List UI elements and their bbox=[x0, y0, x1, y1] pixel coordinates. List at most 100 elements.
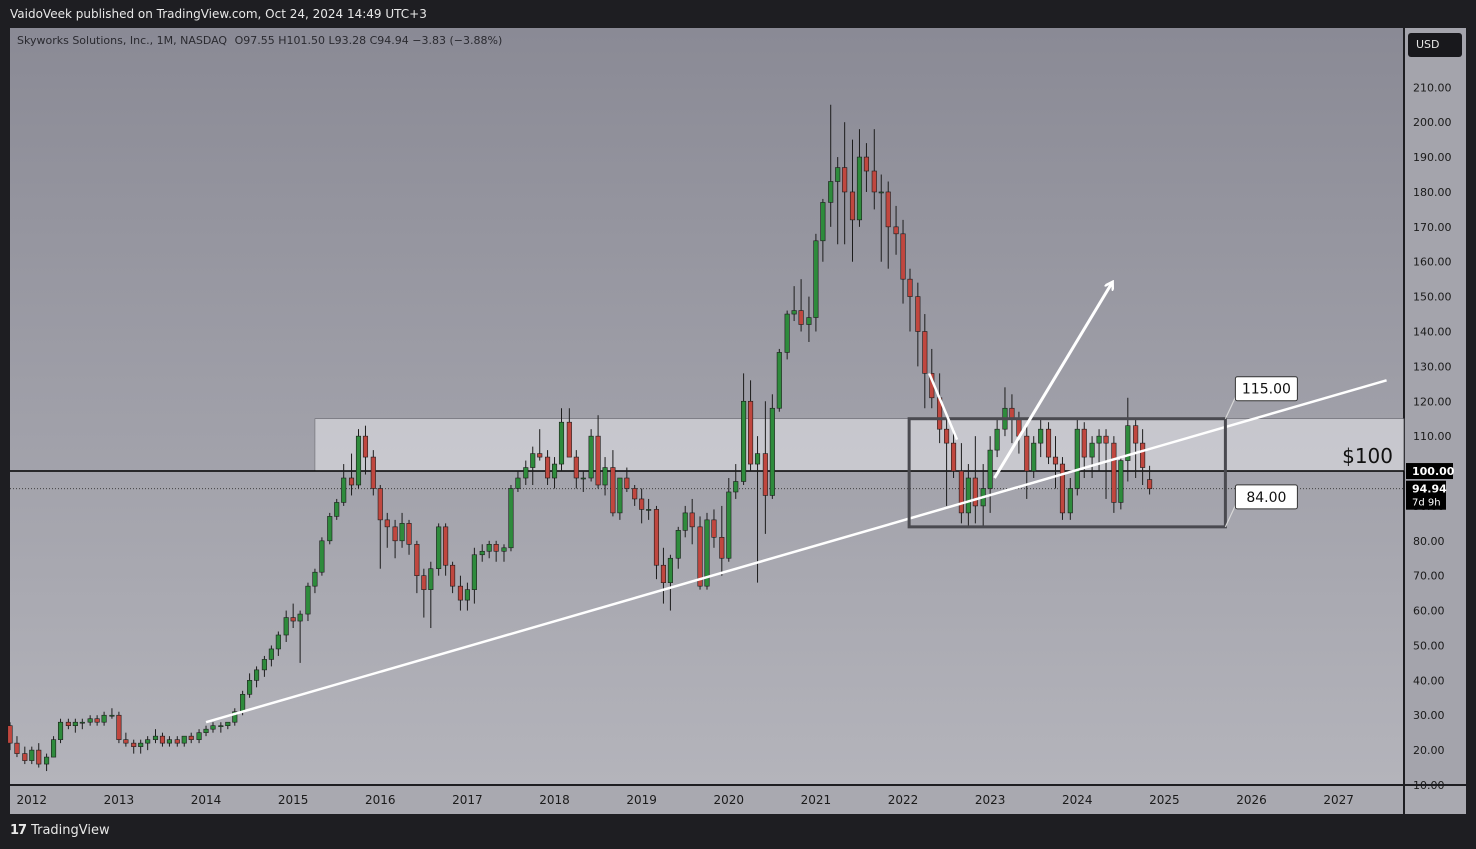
candle-up bbox=[341, 464, 347, 506]
candle-body bbox=[377, 488, 383, 521]
candle-body bbox=[537, 453, 543, 458]
candle-body bbox=[545, 456, 551, 479]
candle-body bbox=[610, 467, 616, 514]
candle-body bbox=[1089, 442, 1095, 458]
candle-body bbox=[72, 721, 78, 726]
down-stroke bbox=[928, 372, 959, 441]
candle-body bbox=[508, 488, 514, 549]
candle-body bbox=[145, 739, 151, 744]
candle-down bbox=[972, 436, 978, 524]
y-tick-label: 180.00 bbox=[1413, 186, 1452, 199]
candle-body bbox=[94, 718, 100, 723]
tradingview-logo[interactable]: 17 TradingView bbox=[10, 823, 110, 838]
candle-body bbox=[392, 526, 398, 542]
candle-body bbox=[334, 502, 340, 517]
candle-body bbox=[704, 519, 710, 587]
candle-up bbox=[232, 708, 238, 726]
candle-up bbox=[515, 471, 521, 492]
candle-down bbox=[798, 279, 804, 332]
x-tick-label: 2014 bbox=[191, 793, 222, 807]
candle-down bbox=[915, 282, 921, 367]
candle-body bbox=[166, 739, 172, 744]
candle-body bbox=[682, 512, 688, 531]
candle-body bbox=[196, 732, 202, 740]
candle-body bbox=[14, 742, 20, 754]
candle-body bbox=[312, 571, 318, 587]
candle-body bbox=[232, 711, 238, 723]
candle-up bbox=[297, 610, 303, 663]
candle-down bbox=[414, 540, 420, 594]
candle-up bbox=[784, 310, 790, 360]
candle-body bbox=[7, 725, 13, 744]
candle-body bbox=[515, 477, 521, 489]
candle-up bbox=[319, 537, 325, 576]
candle-body bbox=[1096, 435, 1102, 444]
candle-down bbox=[443, 523, 449, 576]
countdown-text: 7d 9h bbox=[1412, 498, 1441, 509]
candle-up bbox=[667, 554, 673, 611]
candle-up bbox=[247, 673, 253, 698]
candle-down bbox=[392, 519, 398, 559]
candle-up bbox=[791, 286, 797, 322]
candle-down bbox=[290, 603, 296, 629]
candle-body bbox=[1081, 428, 1087, 458]
candle-body bbox=[624, 477, 630, 489]
candle-body bbox=[602, 467, 608, 486]
candle-down bbox=[1111, 436, 1117, 513]
candle-body bbox=[689, 512, 695, 528]
candle-down bbox=[871, 129, 877, 210]
candle-down bbox=[7, 722, 13, 751]
candle-up bbox=[726, 478, 732, 562]
candle-up bbox=[57, 718, 64, 744]
candle-body bbox=[987, 449, 993, 489]
candle-up bbox=[523, 460, 529, 485]
candle-body bbox=[566, 421, 572, 458]
candle-body bbox=[741, 400, 747, 482]
candle-body bbox=[443, 526, 449, 566]
candle-up bbox=[828, 104, 834, 227]
candle-up bbox=[1089, 436, 1095, 479]
candle-down bbox=[951, 429, 957, 479]
candle-down bbox=[131, 739, 137, 754]
currency-button[interactable]: USD bbox=[1408, 33, 1462, 57]
candle-down bbox=[1147, 465, 1153, 495]
candle-down bbox=[632, 484, 638, 506]
candle-body bbox=[1133, 425, 1139, 444]
candle-body bbox=[878, 191, 884, 194]
time-axis-background bbox=[10, 785, 1466, 814]
candle-body bbox=[327, 516, 333, 542]
candle-body bbox=[355, 435, 362, 486]
candle-down bbox=[36, 743, 42, 768]
candle-body bbox=[922, 331, 928, 374]
candle-body bbox=[646, 509, 652, 511]
candle-up bbox=[558, 408, 565, 472]
candle-down bbox=[639, 488, 645, 524]
candle-body bbox=[813, 240, 819, 318]
candle-body bbox=[994, 428, 1000, 451]
candle-down bbox=[1024, 425, 1030, 499]
candle-body bbox=[152, 735, 159, 740]
candle-body bbox=[617, 477, 623, 514]
candle-body bbox=[551, 463, 558, 479]
candle-body bbox=[370, 456, 376, 489]
y-tick-label: 170.00 bbox=[1413, 221, 1452, 234]
candle-body bbox=[1074, 428, 1080, 489]
candle-body bbox=[660, 564, 666, 583]
candle-down bbox=[537, 429, 543, 461]
candle-body bbox=[384, 519, 390, 528]
candle-up bbox=[675, 526, 681, 569]
candle-down bbox=[610, 450, 616, 517]
candle-up bbox=[682, 505, 688, 538]
candle-up bbox=[987, 436, 993, 513]
candle-body bbox=[893, 226, 899, 235]
candle-body bbox=[1031, 442, 1037, 472]
candle-up bbox=[820, 198, 826, 262]
candle-down bbox=[566, 408, 572, 458]
candle-body bbox=[181, 735, 187, 744]
candle-up bbox=[138, 739, 144, 754]
candle-body bbox=[915, 296, 921, 332]
candle-down bbox=[421, 568, 427, 618]
candle-body bbox=[1103, 435, 1109, 444]
candle-body bbox=[530, 453, 536, 468]
